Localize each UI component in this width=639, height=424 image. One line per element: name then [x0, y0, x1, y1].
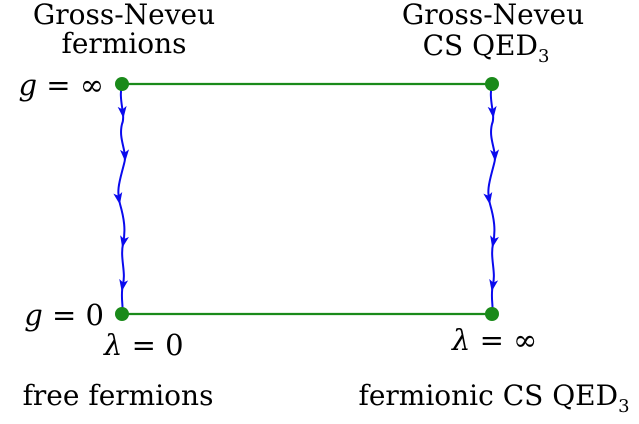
rg-flow-right-arrowhead [489, 278, 499, 292]
label-g-infinity-var: g [19, 68, 38, 102]
rg-flow-left-arrowhead [117, 105, 127, 119]
label-g-zero-rest: = 0 [43, 298, 104, 332]
rg-flow-right-arrowhead [483, 192, 493, 205]
node-top-left [115, 77, 129, 91]
rg-flow-right-arrowhead [490, 235, 499, 248]
rg-flow-right-arrowhead [487, 105, 497, 119]
label-free-fermions: free fermions [23, 379, 214, 412]
label-g-zero-var: g [24, 298, 43, 332]
rg-flow-left-arrowhead [113, 192, 123, 205]
label-fermionic-cs-qed3-sub: 3 [618, 396, 629, 417]
rg-flow-right [483, 83, 500, 315]
label-lambda-infinity-var: λ [451, 323, 470, 357]
rg-flow-left [113, 83, 130, 315]
label-top-right-line1: Gross-Neveu [402, 0, 584, 31]
label-lambda-zero-rest: = 0 [122, 328, 183, 362]
rg-flow-right-arrowhead [490, 149, 500, 162]
rg-flow-left-arrowhead [119, 278, 129, 292]
label-g-infinity-rest: = ∞ [37, 68, 104, 102]
label-fermionic-cs-qed3-main: fermionic CS QED [358, 379, 618, 412]
rg-flow-left-arrowhead [120, 235, 129, 248]
label-lambda-zero-var: λ [103, 328, 122, 362]
label-g-infinity: g = ∞ [19, 68, 104, 102]
label-top-left-line2: fermions [61, 27, 186, 60]
label-top-right-line2-sub: 3 [538, 46, 549, 67]
node-bottom-left [115, 307, 129, 321]
label-g-zero: g = 0 [24, 298, 104, 332]
label-fermionic-cs-qed3: fermionic CS QED3 [358, 379, 629, 417]
label-top-right-line2: CS QED3 [423, 29, 550, 67]
node-bottom-right [485, 307, 499, 321]
rg-flow-left-arrowhead [120, 149, 130, 162]
label-lambda-infinity: λ = ∞ [451, 323, 537, 357]
label-lambda-infinity-rest: = ∞ [470, 323, 537, 357]
node-top-right [485, 77, 499, 91]
label-top-left-line1: Gross-Neveu [33, 0, 215, 31]
label-lambda-zero: λ = 0 [103, 328, 184, 362]
label-top-right-line2-main: CS QED [423, 29, 538, 62]
